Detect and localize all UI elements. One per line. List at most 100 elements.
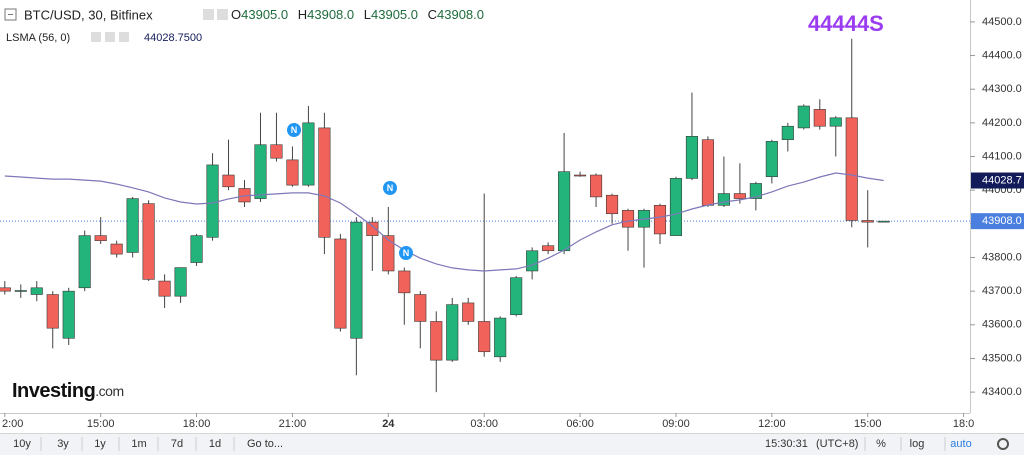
candle-body xyxy=(653,205,667,235)
candle-body xyxy=(110,243,123,255)
x-tick-label: 2:00 xyxy=(2,418,23,430)
price-label-box xyxy=(971,172,1024,189)
y-tick-label: 43700.0 xyxy=(982,285,1022,297)
news-marker[interactable] xyxy=(383,181,397,195)
candle-body xyxy=(669,178,683,236)
news-marker-label: N xyxy=(403,248,410,258)
logo: Investing.com xyxy=(12,380,124,402)
candle-body xyxy=(286,159,299,186)
candle-body xyxy=(621,210,635,228)
option-button[interactable]: auto xyxy=(950,438,971,450)
collapse-icon[interactable] xyxy=(4,8,17,21)
candle-body xyxy=(797,105,810,129)
y-tick-label: 44200.0 xyxy=(982,117,1022,129)
candle-body xyxy=(302,122,315,186)
axes: 43400.043500.043600.043700.043800.043900… xyxy=(2,16,1024,430)
candle-body xyxy=(94,235,107,241)
candle-body xyxy=(222,174,235,188)
candle-body xyxy=(478,321,491,353)
range-button[interactable]: 1y xyxy=(94,438,106,450)
range-button[interactable]: 7d xyxy=(171,438,183,450)
x-tick-label: 21:00 xyxy=(279,418,307,430)
y-tick-label: 44500.0 xyxy=(982,16,1022,28)
x-tick-label: 18:0 xyxy=(953,418,974,430)
x-tick-label: 15:00 xyxy=(87,418,115,430)
candle-body xyxy=(526,250,539,272)
candle-body xyxy=(318,127,331,238)
symbol: BTC/USD, 30, Bitfinex xyxy=(24,7,153,22)
candle-body xyxy=(813,109,826,127)
candle-body xyxy=(334,238,347,329)
candle-body xyxy=(733,193,746,199)
settings-icon[interactable] xyxy=(997,438,1009,450)
y-tick-label: 43500.0 xyxy=(982,352,1022,364)
y-tick-label: 43800.0 xyxy=(982,251,1022,263)
goto-button[interactable]: Go to... xyxy=(247,438,283,450)
candle-body xyxy=(542,245,555,252)
range-button[interactable]: 10y xyxy=(13,438,31,450)
option-button[interactable]: % xyxy=(876,438,886,450)
x-tick-label: 18:00 xyxy=(183,418,211,430)
candle-body xyxy=(877,220,890,223)
news-marker[interactable] xyxy=(287,123,301,137)
candle-body xyxy=(206,164,219,238)
candle-body xyxy=(781,125,794,140)
option-button[interactable]: log xyxy=(910,438,925,450)
indicator-name: LSMA (56, 0) xyxy=(6,32,70,44)
news-marker[interactable] xyxy=(399,246,413,260)
ohlc-key: L xyxy=(364,7,371,22)
ohlc-value: 43905.0 xyxy=(371,7,418,22)
x-tick-label: 06:00 xyxy=(566,418,594,430)
candle-body xyxy=(701,139,714,206)
candle-body xyxy=(142,203,155,280)
news-marker-label: N xyxy=(387,183,394,193)
toolbar-items: 10y 3y 1y 1m 7d 1d Go to... 15:30:31 (UTC+8)% log… xyxy=(13,437,972,451)
candle-body xyxy=(62,290,75,339)
icon[interactable] xyxy=(203,9,214,20)
candle-body xyxy=(190,235,203,263)
candle-body xyxy=(430,321,443,361)
candle-body xyxy=(270,144,283,159)
candle-body xyxy=(414,294,427,322)
x-tick-label: 03:00 xyxy=(470,418,498,430)
range-button[interactable]: 1m xyxy=(131,438,146,450)
candle-body xyxy=(574,174,587,177)
candle-body xyxy=(126,198,139,253)
ohlc-value: 43908.0 xyxy=(437,7,484,22)
indicator-line xyxy=(4,172,884,272)
logo-suffix: .com xyxy=(95,383,123,399)
candle-body xyxy=(749,183,762,199)
icon[interactable] xyxy=(91,32,101,42)
news-marker-label: N xyxy=(291,125,298,135)
x-tick-label: 24 xyxy=(382,418,395,430)
candle-body xyxy=(350,221,363,339)
candle-body xyxy=(494,317,507,358)
candle-body xyxy=(605,194,619,215)
ohlc-readout: O43905.0 H43908.0 L43905.0 C43908.0 xyxy=(231,7,484,22)
icon[interactable] xyxy=(119,32,129,42)
candle-body xyxy=(558,171,571,252)
candle-body xyxy=(254,144,267,199)
candle-body xyxy=(382,235,395,272)
candle-body xyxy=(446,304,459,361)
y-tick-label: 44400.0 xyxy=(982,49,1022,61)
candle-body xyxy=(845,117,858,221)
x-tick-label: 12:00 xyxy=(758,418,786,430)
icon[interactable] xyxy=(217,9,228,20)
candle-body xyxy=(685,136,698,179)
candle-body xyxy=(765,141,778,178)
range-button[interactable]: 3y xyxy=(57,438,69,450)
clock: 15:30:31 xyxy=(765,438,808,450)
x-tick-label: 15:00 xyxy=(854,418,882,430)
candle-body xyxy=(158,280,171,297)
icon[interactable] xyxy=(105,32,115,42)
candle-body xyxy=(717,193,730,206)
range-button[interactable]: 1d xyxy=(209,438,221,450)
candle-body xyxy=(46,294,59,329)
candle-body xyxy=(510,277,523,316)
logo-name: Investing xyxy=(12,380,95,402)
ohlc-value: 43908.0 xyxy=(307,7,354,22)
price-label: 44028.7 xyxy=(982,174,1022,186)
y-tick-label: 44300.0 xyxy=(982,83,1022,95)
